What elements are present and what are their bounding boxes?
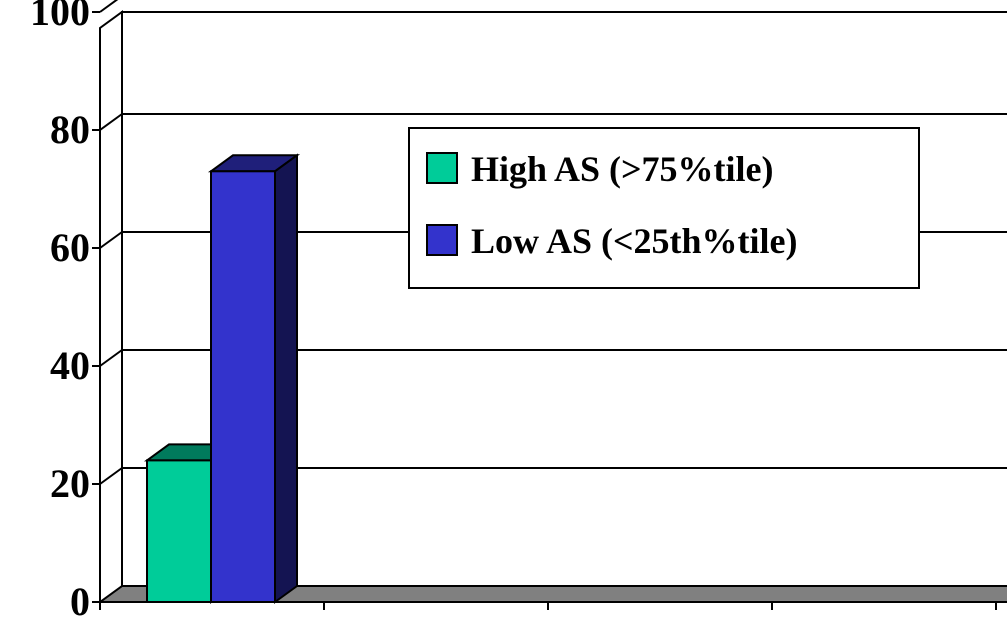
y-tick-label: 40	[50, 343, 90, 388]
legend-box	[408, 127, 920, 289]
gridline-side	[99, 467, 123, 485]
gridline-side	[99, 113, 123, 131]
legend: High AS (>75%tile) Low AS (<25th%tile)	[408, 127, 920, 289]
side-wall	[99, 10, 123, 604]
y-tick-label: 20	[50, 461, 90, 506]
y-tick-label: 80	[50, 107, 90, 152]
legend-label: High AS (>75%tile)	[471, 149, 774, 189]
y-axis: 0 20 40 60 80 100	[30, 0, 1007, 622]
legend-swatch	[426, 152, 458, 184]
bar-low-as	[207, 153, 301, 604]
legend-label: Low AS (<25th%tile)	[471, 221, 798, 261]
bars	[143, 153, 301, 604]
gridline-side	[99, 0, 119, 13]
y-tick-label: 100	[30, 0, 90, 34]
y-tick-label: 0	[70, 579, 90, 622]
gridline-side	[99, 231, 123, 249]
legend-swatch	[426, 224, 458, 256]
y-tick-label: 60	[50, 225, 90, 270]
gridline-side	[99, 349, 123, 367]
